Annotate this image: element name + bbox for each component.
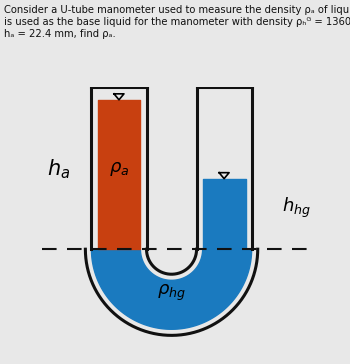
Text: Consider a U-tube manometer used to measure the density ρₐ of liquid A, as shown: Consider a U-tube manometer used to meas…	[4, 5, 350, 39]
Text: $\rho_a$: $\rho_a$	[109, 160, 129, 178]
Text: $h_{hg}$: $h_{hg}$	[282, 196, 311, 221]
Polygon shape	[91, 249, 252, 329]
Text: $h_a$: $h_a$	[47, 157, 70, 181]
Text: $\rho_{hg}$: $\rho_{hg}$	[157, 283, 186, 303]
